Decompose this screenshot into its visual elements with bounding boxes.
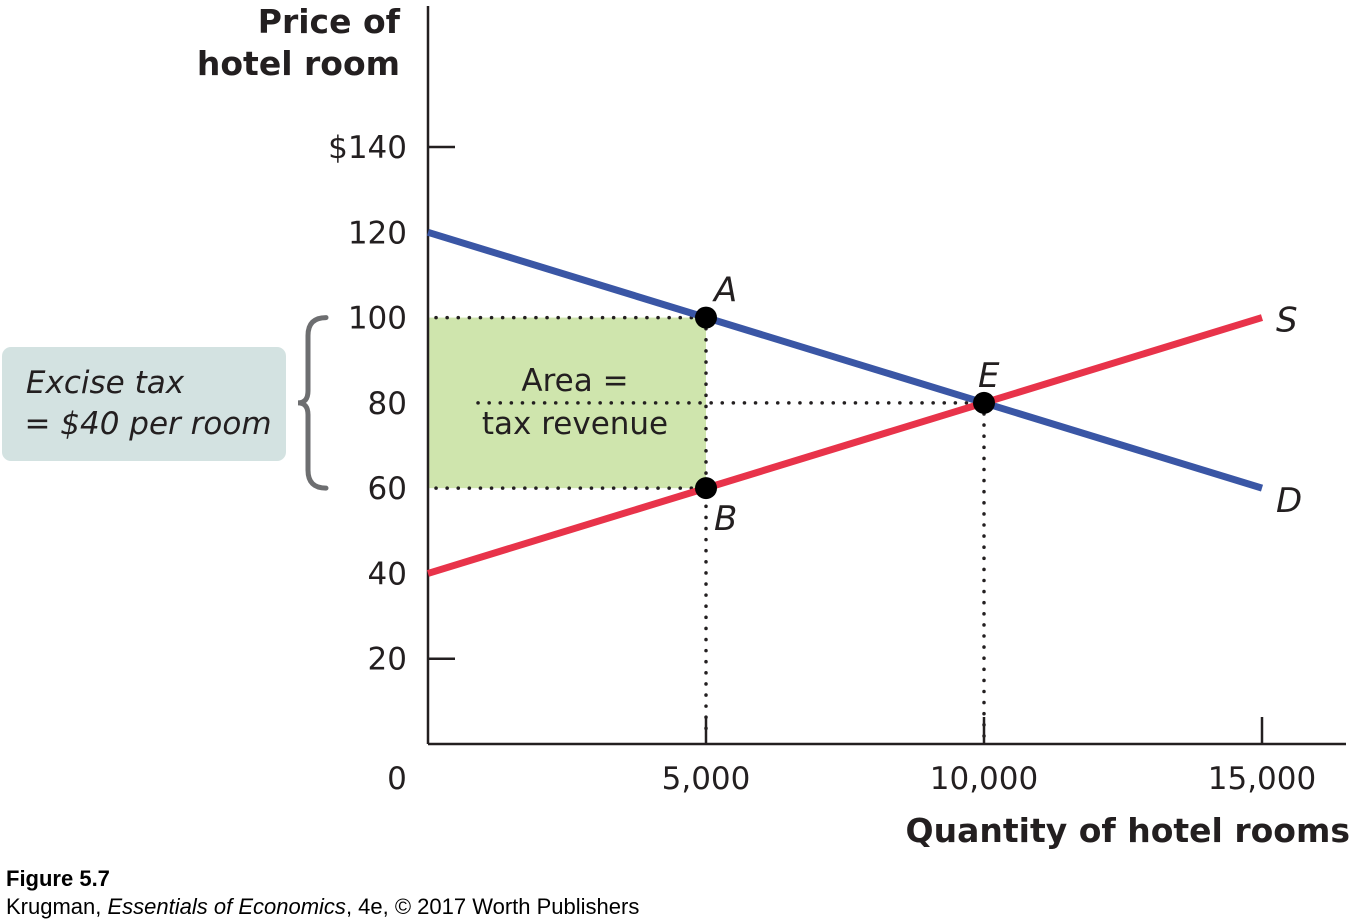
series-lines: DS — [426, 228, 1302, 577]
x-tick-label: 15,000 — [1208, 761, 1316, 797]
x-tick-label: 10,000 — [930, 761, 1038, 797]
figure-source: Krugman, Essentials of Economics, 4e, © … — [6, 894, 639, 920]
origin-label: 0 — [387, 761, 407, 797]
point-e — [973, 391, 995, 414]
curve-label-s: S — [1276, 301, 1298, 341]
figure-label: Figure 5.7 — [6, 866, 110, 891]
source-prefix: Krugman, — [6, 894, 108, 919]
x-axis-title: Quantity of hotel rooms — [906, 811, 1350, 850]
y-tick-label: $140 — [328, 130, 407, 166]
y-tick-label: 20 — [368, 642, 407, 678]
area-label-line1: Area = — [521, 363, 628, 399]
curve-d — [426, 228, 1264, 492]
x-tick-label: 5,000 — [662, 761, 751, 797]
y-tick-label: 100 — [348, 301, 407, 337]
point-label-e: E — [978, 356, 1000, 396]
y-tick-label: 80 — [368, 386, 407, 422]
point-a — [695, 306, 717, 329]
excise-tax-label-line1: Excise tax — [26, 365, 185, 401]
y-tick-label: 60 — [368, 471, 407, 507]
curve-label-d: D — [1276, 481, 1302, 521]
ticks: 20 40 60 80 100 120 $140 5,000 10,000 15,000 — [328, 130, 1316, 797]
axes — [426, 6, 1346, 746]
y-axis-title-line1: Price of — [258, 2, 401, 41]
area-label-line2: tax revenue — [482, 406, 668, 442]
points: A B E — [695, 271, 1000, 539]
y-tick-label: 40 — [368, 556, 407, 592]
point-label-a: A — [712, 271, 737, 311]
y-axis-title-line2: hotel room — [197, 44, 400, 83]
chart: Excise tax = $40 per room Area = tax rev… — [2, 2, 1350, 850]
excise-tax-box — [2, 347, 286, 461]
source-suffix: , 4e, © 2017 Worth Publishers — [345, 894, 640, 919]
excise-tax-label-line2: = $40 per room — [24, 406, 271, 442]
y-tick-label: 120 — [348, 215, 407, 251]
source-title: Essentials of Economics — [107, 894, 346, 919]
point-b — [695, 477, 717, 500]
point-label-b: B — [714, 499, 737, 539]
curve-s — [426, 314, 1264, 577]
guide-lines — [434, 315, 986, 740]
tax-bracket — [297, 315, 329, 491]
